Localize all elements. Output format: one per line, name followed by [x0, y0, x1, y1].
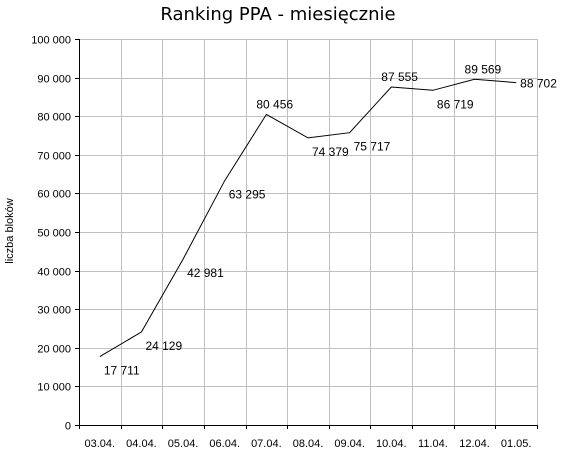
data-label: 88 702 — [520, 77, 557, 91]
data-label: 42 981 — [187, 266, 224, 280]
data-label: 17 711 — [104, 364, 140, 378]
data-label: 63 295 — [229, 188, 266, 202]
y-tick-label: 30 000 — [37, 305, 71, 317]
x-tick-label: 10.04. — [376, 438, 407, 450]
data-label: 74 379 — [312, 145, 349, 159]
y-tick-label: 0 — [65, 421, 71, 433]
y-axis-label: liczba bloków — [4, 198, 16, 263]
x-tick-label: 01.05. — [501, 438, 532, 450]
series-line — [99, 78, 517, 358]
y-tick-label: 40 000 — [37, 267, 71, 279]
y-tick-label: 50 000 — [37, 228, 71, 240]
chart-title: Ranking PPA - miesięcznie — [160, 4, 395, 25]
gridlines — [79, 39, 538, 425]
series-layer — [99, 78, 517, 358]
y-tick-label: 100 000 — [31, 35, 71, 47]
y-tick-label: 90 000 — [37, 74, 71, 86]
x-tick-label: 12.04. — [459, 438, 490, 450]
x-tick-label: 07.04. — [251, 438, 282, 450]
x-tick-label: 09.04. — [334, 438, 365, 450]
data-label: 86 719 — [437, 97, 474, 111]
x-tick-label: 03.04. — [85, 438, 116, 450]
data-label: 80 456 — [256, 97, 293, 111]
x-tick-label: 04.04. — [126, 438, 157, 450]
x-tick-label: 05.04. — [168, 438, 199, 450]
y-tick-label: 10 000 — [37, 382, 71, 394]
y-tick-label: 60 000 — [37, 189, 71, 201]
axes — [75, 39, 538, 429]
y-tick-label: 70 000 — [37, 151, 71, 163]
data-label: 89 569 — [465, 62, 502, 76]
tick-labels: 0 10 000 20 000 30 000 40 000 50 000 60 000 70 … — [31, 35, 531, 451]
y-tick-label: 80 000 — [37, 112, 71, 124]
y-tick-label: 20 000 — [37, 344, 71, 356]
x-tick-label: 06.04. — [209, 438, 240, 450]
data-label: 87 555 — [381, 70, 418, 84]
data-labels: 17 711 24 129 42 981 63 295 80 456 74 379 75 7… — [104, 62, 557, 377]
x-tick-label: 11.04. — [418, 438, 448, 450]
data-label: 75 717 — [354, 140, 391, 154]
x-tick-label: 08.04. — [293, 438, 324, 450]
data-label: 24 129 — [145, 339, 182, 353]
